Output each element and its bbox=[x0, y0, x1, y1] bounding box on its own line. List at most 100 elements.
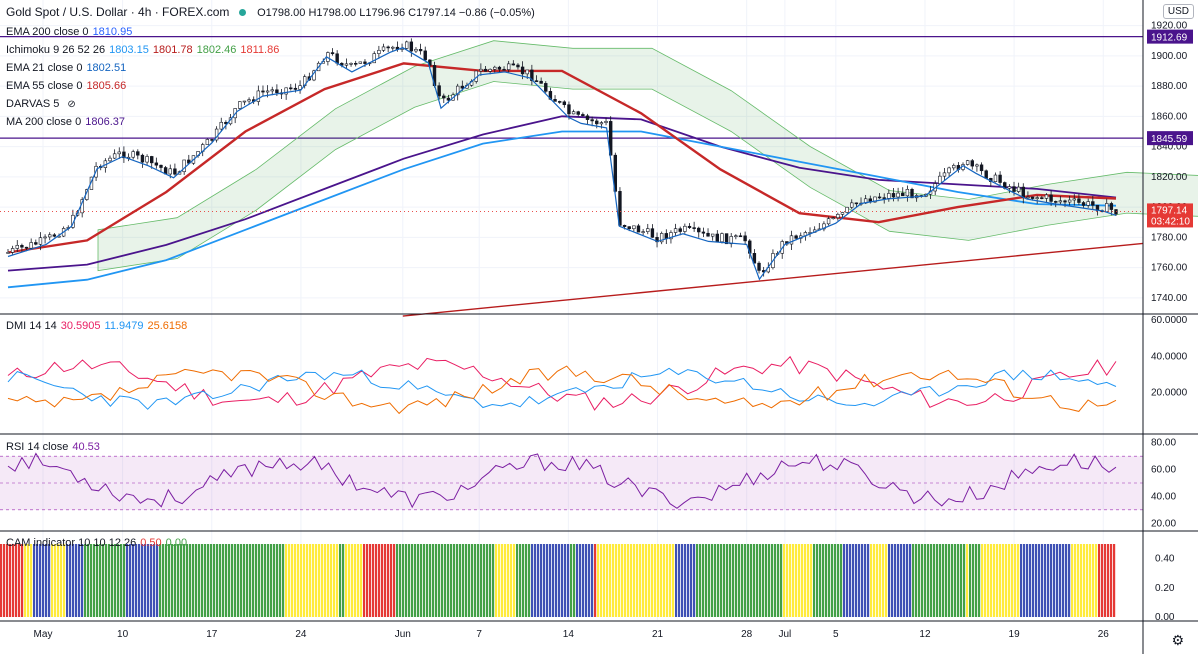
cam-bar bbox=[165, 544, 168, 617]
candle-body bbox=[353, 62, 358, 65]
cam-bar bbox=[912, 544, 915, 617]
cam-bar bbox=[501, 544, 504, 617]
cam-bar bbox=[159, 544, 162, 617]
cam-bar bbox=[63, 544, 66, 617]
support-trendline bbox=[402, 242, 1144, 317]
cam-bar bbox=[1059, 544, 1062, 617]
candle-body bbox=[1035, 197, 1039, 199]
cam-bar bbox=[387, 544, 390, 617]
settings-gear-icon[interactable]: ⚙ bbox=[1171, 632, 1184, 648]
cam-bar bbox=[180, 544, 183, 617]
cam-bar bbox=[933, 544, 936, 617]
cam-bar bbox=[1071, 544, 1074, 617]
candle-body bbox=[576, 111, 580, 115]
legend-row[interactable]: RSI 14 close 40.53 bbox=[6, 438, 100, 456]
cam-bar bbox=[939, 544, 942, 617]
candle-body bbox=[404, 41, 409, 49]
cam-bar bbox=[24, 544, 27, 617]
cam-bar bbox=[504, 544, 507, 617]
legend-label: EMA 200 close 0 bbox=[6, 26, 89, 38]
cam-bar bbox=[894, 544, 897, 617]
cam-bar bbox=[48, 544, 51, 617]
cam-bar bbox=[18, 544, 21, 617]
cam-pane[interactable] bbox=[0, 544, 1116, 617]
cam-bar bbox=[1035, 544, 1038, 617]
legend-row[interactable]: MA 200 close 0 1806.37 bbox=[6, 113, 279, 131]
legend-row[interactable]: CAM indicator 10 10 12 26 0.50 0.00 bbox=[6, 534, 187, 552]
cam-bar bbox=[321, 544, 324, 617]
candle-body bbox=[877, 196, 882, 199]
cam-bar bbox=[1065, 544, 1068, 617]
cam-bar bbox=[696, 544, 699, 617]
cam-bar bbox=[669, 544, 672, 617]
rsi-tick-label: 60.00 bbox=[1151, 465, 1176, 476]
cam-bar bbox=[945, 544, 948, 617]
legend-row[interactable]: DMI 14 14 30.5905 11.9479 25.6158 bbox=[6, 317, 187, 335]
candle-body bbox=[117, 151, 121, 155]
cam-bar bbox=[219, 544, 222, 617]
cam-bar bbox=[756, 544, 759, 617]
currency-button[interactable]: USD bbox=[1162, 4, 1194, 19]
legend-row[interactable]: EMA 200 close 0 1810.95 bbox=[6, 23, 279, 41]
cam-bar bbox=[141, 544, 144, 617]
candle-body bbox=[687, 225, 692, 228]
candle-body bbox=[789, 235, 794, 245]
cam-bar bbox=[258, 544, 261, 617]
cam-bar bbox=[663, 544, 666, 617]
legend-row[interactable]: Ichimoku 9 26 52 26 1803.15 1801.78 1802.46… bbox=[6, 41, 279, 59]
cam-bar bbox=[789, 544, 792, 617]
dmi-pane[interactable] bbox=[7, 355, 1117, 415]
candle-body bbox=[840, 212, 845, 215]
cam-bar bbox=[102, 544, 105, 617]
cam-bar bbox=[198, 544, 201, 617]
candle-body bbox=[646, 228, 650, 232]
legend-value: 1803.15 bbox=[109, 44, 149, 56]
cam-bar bbox=[66, 544, 69, 617]
cam-bar bbox=[1107, 544, 1110, 617]
rsi-pane[interactable] bbox=[0, 452, 1143, 511]
cam-bar bbox=[864, 544, 867, 617]
cam-bar bbox=[330, 544, 333, 617]
candle-body bbox=[1021, 186, 1025, 198]
candle-body bbox=[752, 253, 757, 264]
cam-bar bbox=[825, 544, 828, 617]
cam-bar bbox=[96, 544, 99, 617]
cam-bar bbox=[1083, 544, 1086, 617]
cam-bar bbox=[162, 544, 165, 617]
legend-label: DARVAS 5 bbox=[6, 98, 60, 110]
candle-body bbox=[1091, 201, 1095, 206]
legend-row[interactable]: EMA 55 close 0 1805.66 bbox=[6, 77, 279, 95]
legend-row[interactable]: EMA 21 close 0 1802.51 bbox=[6, 59, 279, 77]
candle-body bbox=[595, 120, 599, 125]
time-tick-label: 12 bbox=[919, 629, 931, 640]
cam-bar bbox=[342, 544, 345, 617]
legend-row[interactable]: DARVAS 5 ⊘ bbox=[6, 95, 279, 113]
cam-bar bbox=[480, 544, 483, 617]
cam-bar bbox=[882, 544, 885, 617]
cam-bar bbox=[264, 544, 267, 617]
cam-bar bbox=[9, 544, 12, 617]
cam-bar bbox=[627, 544, 630, 617]
cam-bar bbox=[975, 544, 978, 617]
candle-body bbox=[659, 233, 664, 243]
cam-bar bbox=[906, 544, 909, 617]
cam-bar bbox=[270, 544, 273, 617]
cam-bar bbox=[360, 544, 363, 617]
cam-bar bbox=[636, 544, 639, 617]
cam-bar bbox=[135, 544, 138, 617]
cam-bar bbox=[651, 544, 654, 617]
cam-bar bbox=[495, 544, 498, 617]
price-pane[interactable] bbox=[0, 36, 1198, 317]
cam-bar bbox=[771, 544, 774, 617]
price-tick-label: 1880.00 bbox=[1151, 81, 1188, 92]
cam-bar bbox=[414, 544, 417, 617]
cam-bar bbox=[6, 544, 9, 617]
cam-bar bbox=[666, 544, 669, 617]
cam-bar bbox=[537, 544, 540, 617]
cam-legend: CAM indicator 10 10 12 26 0.50 0.00 bbox=[6, 534, 187, 552]
hidden-eye-icon[interactable]: ⊘ bbox=[67, 99, 76, 110]
cam-bar bbox=[84, 544, 87, 617]
cam-bar bbox=[1077, 544, 1080, 617]
price-tick-label: 1740.00 bbox=[1151, 293, 1188, 304]
